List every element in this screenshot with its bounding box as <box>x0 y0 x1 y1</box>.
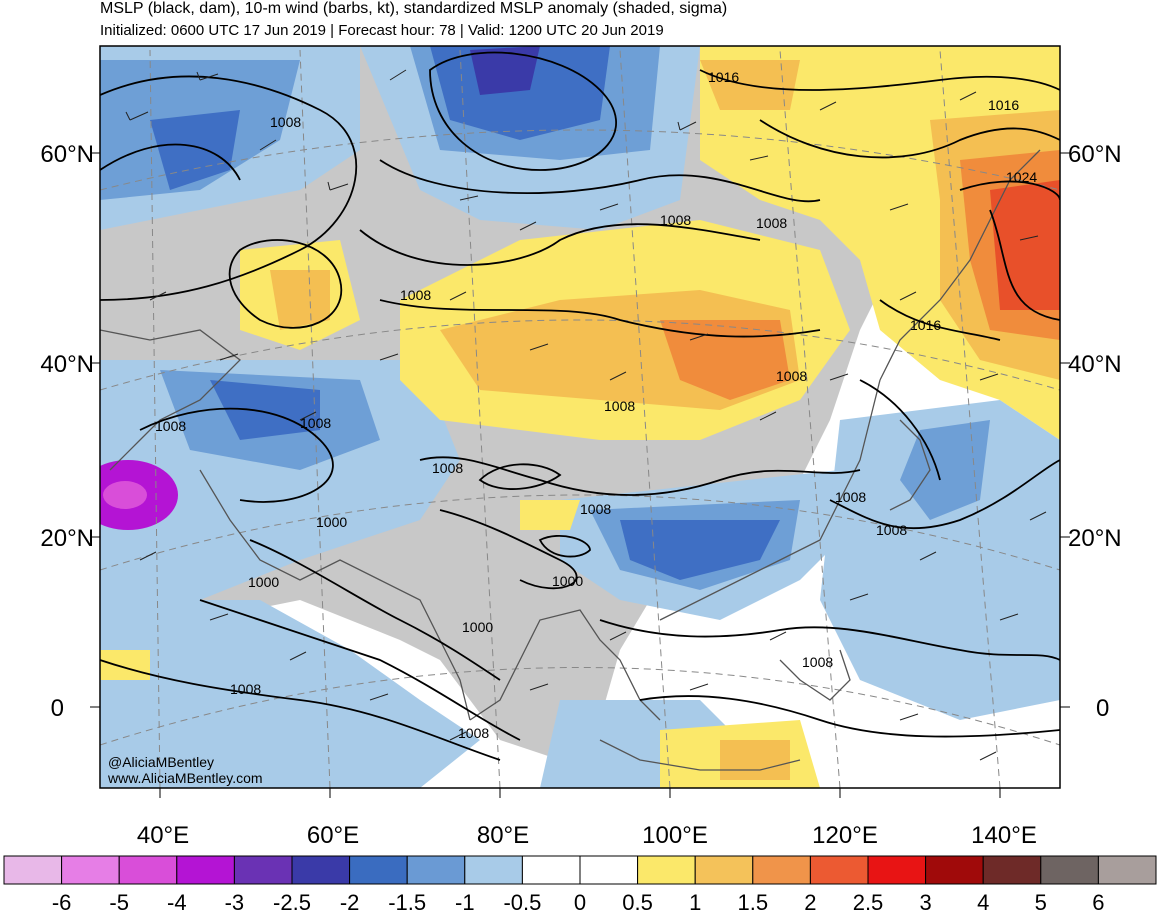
lat-label: 20°N <box>40 525 94 552</box>
credit-handle: @AliciaMBentley <box>108 754 214 770</box>
lon-label: 80°E <box>477 822 529 849</box>
colorbar-label: -1 <box>455 890 475 913</box>
lat-label: 60°N <box>40 141 94 168</box>
contour-label: 1024 <box>1006 169 1037 185</box>
colorbar-label: -0.5 <box>503 890 541 913</box>
colorbar-label: -2 <box>340 890 360 913</box>
latitude-labels-left: 60°N 40°N 20°N 0 <box>40 141 94 722</box>
colorbar-swatch <box>1040 855 1099 885</box>
colorbar-swatch <box>867 855 927 885</box>
colorbar-label: 2.5 <box>853 890 884 913</box>
contour-labels: 1016 1016 1024 1016 1008 1008 1008 1008 … <box>155 69 1037 741</box>
colorbar-label: 1.5 <box>738 890 769 913</box>
colorbar-swatch <box>291 855 351 885</box>
contour-label: 1016 <box>988 97 1019 113</box>
colorbar-label: 3 <box>919 890 931 913</box>
colorbar-label: 5 <box>1035 890 1047 913</box>
longitude-labels: 40°E 60°E 80°E 100°E 120°E 140°E <box>137 822 1037 849</box>
colorbar-label: 2 <box>804 890 816 913</box>
colorbar-swatch <box>637 855 696 885</box>
colorbar-swatch <box>349 855 408 885</box>
lat-label: 40°N <box>40 351 94 378</box>
lat-label: 0 <box>1096 695 1109 722</box>
colorbar-label: 1 <box>689 890 701 913</box>
contour-label: 1000 <box>248 574 279 590</box>
colorbar-swatch <box>233 855 293 885</box>
chart-subtitle: Initialized: 0600 UTC 17 Jun 2019 | Fore… <box>100 22 664 39</box>
colorbar-label: 6 <box>1092 890 1104 913</box>
colorbar-swatch <box>1097 855 1157 885</box>
colorbar-label: 0.5 <box>622 890 653 913</box>
colorbar-swatch <box>61 855 120 885</box>
colorbar <box>3 855 1157 885</box>
colorbar-label: -2.5 <box>273 890 311 913</box>
contour-label: 1000 <box>316 514 347 530</box>
contour-label: 1000 <box>552 573 583 589</box>
contour-label: 1008 <box>776 368 807 384</box>
contour-label: 1008 <box>400 287 431 303</box>
contour-label: 1000 <box>462 619 493 635</box>
contour-label: 1008 <box>155 418 186 434</box>
contour-label: 1008 <box>270 114 301 130</box>
colorbar-swatch <box>809 855 869 885</box>
contour-label: 1008 <box>580 501 611 517</box>
colorbar-swatch <box>982 855 1042 885</box>
colorbar-swatch <box>406 855 466 885</box>
chart-title: MSLP (black, dam), 10-m wind (barbs, kt)… <box>100 0 728 17</box>
contour-label: 1008 <box>802 654 833 670</box>
colorbar-label: 0 <box>574 890 586 913</box>
contour-label: 1008 <box>756 215 787 231</box>
lat-label: 0 <box>51 695 64 722</box>
contour-label: 1008 <box>230 681 261 697</box>
contour-label: 1008 <box>432 460 463 476</box>
lat-label: 20°N <box>1068 525 1122 552</box>
contour-label: 1016 <box>910 317 941 333</box>
lon-label: 100°E <box>642 822 708 849</box>
latitude-labels-right: 60°N 40°N 20°N 0 <box>1068 141 1122 722</box>
colorbar-swatch <box>521 855 581 885</box>
contour-label: 1008 <box>835 489 866 505</box>
colorbar-swatch <box>3 855 63 885</box>
colorbar-labels: -6 -5 -4 -3 -2.5 -2 -1.5 -1 -0.5 0 0.5 1 1.5 2 2.5 3 4 5 6 <box>52 890 1105 913</box>
lon-label: 60°E <box>307 822 359 849</box>
colorbar-swatch <box>752 855 811 885</box>
coastlines <box>100 149 1041 771</box>
contour-label: 1008 <box>300 415 331 431</box>
contour-label: 1016 <box>708 69 739 85</box>
mslp-contours <box>100 51 1060 761</box>
lon-label: 120°E <box>812 822 878 849</box>
lat-label: 60°N <box>1068 141 1122 168</box>
contour-label: 1008 <box>604 398 635 414</box>
lat-label: 40°N <box>1068 351 1122 378</box>
colorbar-label: -1.5 <box>388 890 426 913</box>
contour-label: 1008 <box>660 212 691 228</box>
colorbar-swatch <box>118 855 178 885</box>
colorbar-label: -3 <box>225 890 245 913</box>
colorbar-label: -4 <box>167 890 187 913</box>
colorbar-label: -5 <box>109 890 129 913</box>
colorbar-label: -6 <box>52 890 72 913</box>
axis-ticks <box>90 152 1070 798</box>
colorbar-swatch <box>694 855 754 885</box>
positive-anomaly-areas <box>100 46 1060 788</box>
lon-label: 40°E <box>137 822 189 849</box>
colorbar-swatch <box>925 855 984 885</box>
colorbar-label: 4 <box>977 890 989 913</box>
colorbar-swatch <box>176 855 235 885</box>
colorbar-swatch <box>579 855 639 885</box>
negative-anomaly-areas <box>100 46 1060 788</box>
map-frame <box>99 45 1061 789</box>
map-panel: 1016 1016 1024 1016 1008 1008 1008 1008 … <box>100 46 1060 788</box>
wind-barbs <box>125 69 1047 761</box>
credit-site: www.AliciaMBentley.com <box>107 770 263 786</box>
lon-label: 140°E <box>971 822 1037 849</box>
contour-label: 1008 <box>458 725 489 741</box>
contour-label: 1008 <box>876 522 907 538</box>
colorbar-swatch <box>464 855 523 885</box>
